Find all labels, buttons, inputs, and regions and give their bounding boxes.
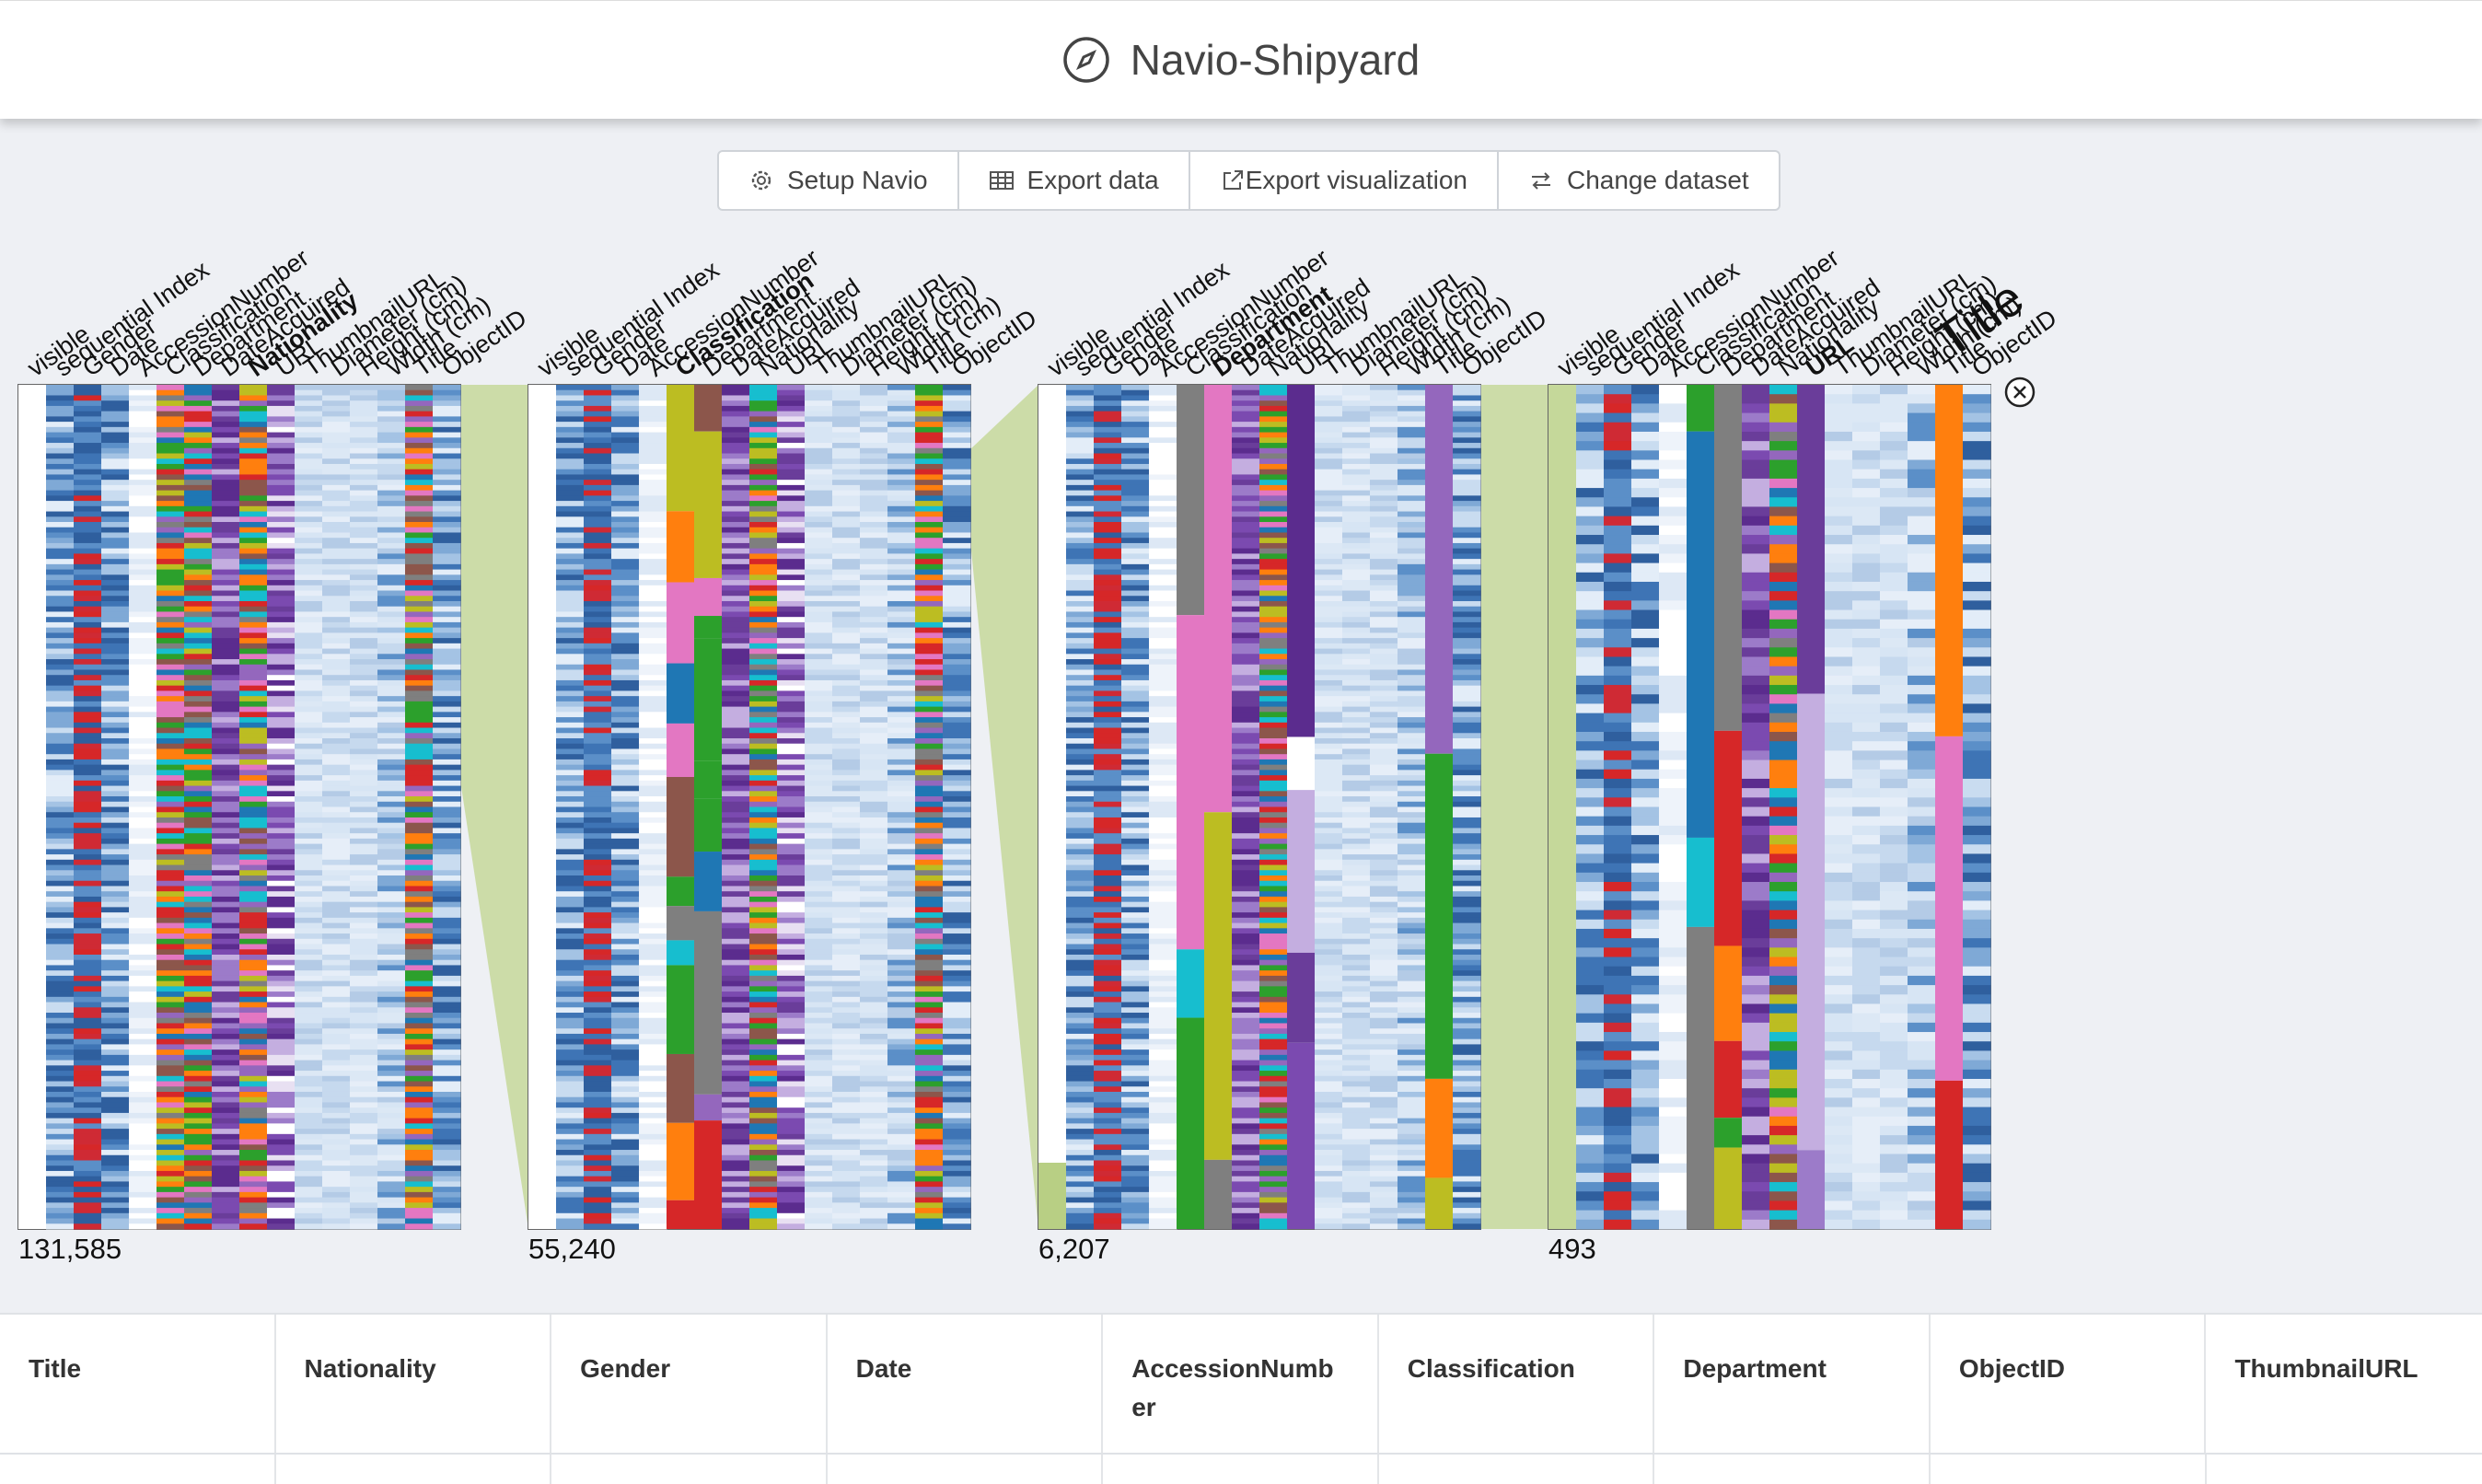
table-cell <box>828 1455 1104 1484</box>
table-cell <box>2207 1455 2482 1484</box>
level-count-2: 55,240 <box>528 1233 616 1266</box>
level-link-band-3 <box>1480 385 1548 1229</box>
export-data-label: Export data <box>1027 166 1159 195</box>
column-header-accession-number[interactable]: AccessionNumb er <box>1103 1315 1379 1453</box>
table-cell <box>276 1455 552 1484</box>
column-header-gender[interactable]: Gender <box>551 1315 828 1453</box>
table-cell <box>1379 1455 1655 1484</box>
column-header-thumbnailurl[interactable]: ThumbnailURL <box>2206 1315 2482 1453</box>
data-table: Title Nationality Gender Date AccessionN… <box>0 1313 2482 1484</box>
table-cell <box>0 1455 276 1484</box>
app-title: Navio-Shipyard <box>1131 35 1420 85</box>
table-cell <box>1103 1455 1379 1484</box>
level-count-4: 493 <box>1548 1233 1596 1266</box>
level-link-band-1 <box>460 385 528 1229</box>
table-cell <box>551 1455 828 1484</box>
table-header-row: Title Nationality Gender Date AccessionN… <box>0 1315 2482 1455</box>
export-data-button[interactable]: Export data <box>959 152 1190 209</box>
table-cell <box>1931 1455 2207 1484</box>
table-cell <box>1654 1455 1931 1484</box>
brand[interactable]: Navio-Shipyard <box>1062 35 1420 85</box>
column-header-classification[interactable]: Classification <box>1379 1315 1655 1453</box>
level-count-1: 131,585 <box>18 1233 122 1266</box>
column-header-nationality[interactable]: Nationality <box>276 1315 552 1453</box>
level-count-3: 6,207 <box>1038 1233 1110 1266</box>
level-link-band-2 <box>970 385 1038 1229</box>
export-visualization-button[interactable]: Export visualization <box>1190 152 1499 209</box>
compass-icon <box>1062 36 1110 84</box>
app-header: Navio-Shipyard <box>0 0 2482 119</box>
setup-navio-label: Setup Navio <box>787 166 928 195</box>
setup-navio-button[interactable]: Setup Navio <box>719 152 959 209</box>
external-link-icon <box>1220 168 1246 193</box>
close-level-icon[interactable] <box>2002 375 2037 410</box>
table-icon <box>989 168 1015 193</box>
column-header-department[interactable]: Department <box>1654 1315 1931 1453</box>
column-header-date[interactable]: Date <box>828 1315 1104 1453</box>
gear-icon <box>748 168 774 193</box>
swap-icon <box>1528 168 1554 193</box>
change-dataset-button[interactable]: Change dataset <box>1499 152 1779 209</box>
column-header-title[interactable]: Title <box>0 1315 276 1453</box>
toolbar: Setup Navio Export data Export visualiza… <box>717 150 1780 211</box>
column-header-objectid[interactable]: ObjectID <box>1931 1315 2207 1453</box>
change-dataset-label: Change dataset <box>1567 166 1749 195</box>
table-row[interactable] <box>0 1455 2482 1484</box>
export-visualization-label: Export visualization <box>1246 166 1467 195</box>
